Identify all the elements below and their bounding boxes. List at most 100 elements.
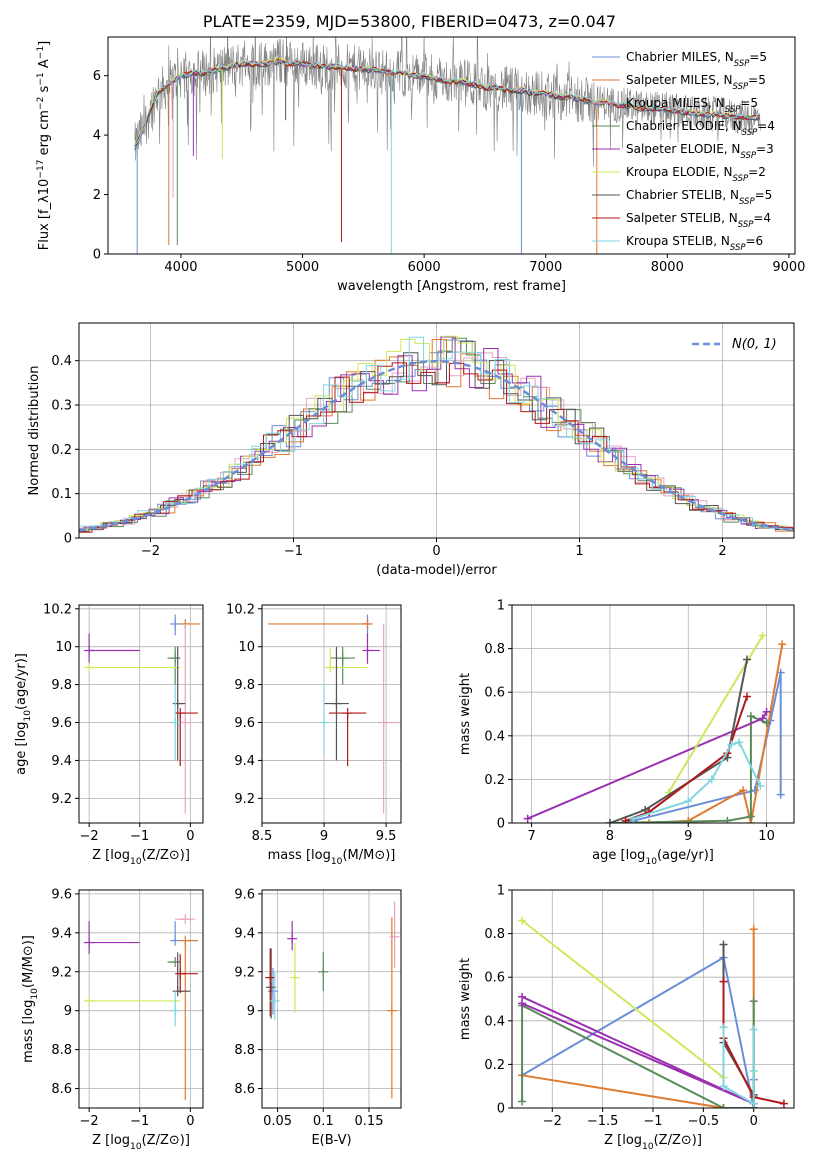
x-tick-label: 0 xyxy=(432,544,440,559)
histogram-kroupa-miles xyxy=(79,352,794,532)
plot-area xyxy=(265,901,400,1099)
x-tick-label: 0.05 xyxy=(263,1114,292,1129)
axes-age-vs-Z: −2 −1 0 9.2 9.4 9.6 9.8 10 10.2 Z [log10(Z/Z⊙)] ag… xyxy=(14,602,204,867)
y-tick-label: 9.2 xyxy=(234,792,255,807)
y-tick-label: 8.8 xyxy=(51,1043,72,1058)
series-line-kroupa-stelib xyxy=(633,741,762,820)
axes-massweight-vs-age: 7 8 9 10 0 0.2 0.4 0.6 0.8 1 age [log10(age/yr)] ma… xyxy=(458,599,795,867)
x-tick-label: 10 xyxy=(758,829,775,844)
x-tick-label: 4000 xyxy=(164,260,197,275)
x-tick-label: −2 xyxy=(80,829,99,844)
x-tick-label: 2 xyxy=(718,544,726,559)
y-tick-label: 9.6 xyxy=(234,887,255,902)
x-tick-label: 0 xyxy=(186,829,194,844)
y-tick-label: 8.6 xyxy=(51,1082,72,1097)
y-tick-label: 9.4 xyxy=(51,754,72,769)
series-line-salpeter-miles xyxy=(521,929,755,1108)
y-tick-label: 0.4 xyxy=(51,354,72,369)
y-tick-label: 2 xyxy=(93,188,101,203)
y-tick-label: 10.2 xyxy=(226,602,255,617)
x-axis-label: Z [log10(Z/Z⊙)] xyxy=(92,848,190,867)
y-tick-label: 9.4 xyxy=(51,926,72,941)
y-tick-label: 9.8 xyxy=(51,678,72,693)
y-tick-label: 0 xyxy=(497,817,505,832)
y-axis-label: Flux [f_λ10−17 erg cm−2 s−1 A−1] xyxy=(36,41,52,250)
x-tick-label: 5000 xyxy=(286,260,319,275)
x-tick-label: −0.5 xyxy=(688,1114,720,1129)
y-tick-label: 10.2 xyxy=(43,602,72,617)
series-line-salpeter-stelib xyxy=(722,981,785,1105)
legend-entry: Salpeter MILES, NSSP=5 xyxy=(626,73,766,92)
y-tick-label: 9.4 xyxy=(234,754,255,769)
y-tick-label: 9 xyxy=(64,1004,72,1019)
x-tick-label: 0.1 xyxy=(313,1114,334,1129)
series-line-chabrier-miles xyxy=(633,672,782,822)
axes-spectrum: 4000 5000 6000 7000 8000 9000 0 2 4 6 wavelength [… xyxy=(36,36,805,294)
y-axis-label: Normed distribution xyxy=(27,366,42,496)
y-tick-label: 0.8 xyxy=(484,927,505,942)
x-axis-label: Z [log10(Z/Z⊙)] xyxy=(604,1133,702,1152)
x-tick-label: 6000 xyxy=(408,260,441,275)
legend-entry: Chabrier ELODIE, NSSP=4 xyxy=(626,119,775,138)
y-tick-label: 9.6 xyxy=(234,716,255,731)
x-tick-label: 0 xyxy=(186,1114,194,1129)
x-axis-label: (data-model)/error xyxy=(376,563,497,578)
legend-entry-gaussian: N(0, 1) xyxy=(732,337,777,352)
axes-frame xyxy=(78,889,204,1109)
x-tick-label: −1.5 xyxy=(587,1114,619,1129)
plot-area xyxy=(79,335,794,533)
x-tick-label: −2 xyxy=(543,1114,562,1129)
y-tick-label: 0 xyxy=(64,532,72,547)
x-tick-label: −1 xyxy=(130,829,149,844)
y-tick-label: 0.6 xyxy=(484,686,505,701)
x-tick-label: 8.5 xyxy=(252,829,273,844)
histogram-kroupa-stelib xyxy=(80,336,794,531)
y-tick-label: 9.2 xyxy=(51,965,72,980)
x-tick-label: −2 xyxy=(141,544,160,559)
x-axis-label: age [log10(age/yr)] xyxy=(592,848,714,867)
y-tick-label: 10 xyxy=(238,640,255,655)
y-tick-label: 8.6 xyxy=(234,1082,255,1097)
x-tick-label: 9.5 xyxy=(376,829,397,844)
histogram-salpeter-elodie xyxy=(83,336,794,530)
x-tick-label: 9 xyxy=(684,829,692,844)
x-axis-label: wavelength [Angstrom, rest frame] xyxy=(337,279,566,294)
x-tick-label: −1 xyxy=(130,1114,149,1129)
y-tick-label: 6 xyxy=(93,69,101,84)
axes-frame xyxy=(261,889,402,1109)
y-tick-label: 0.2 xyxy=(484,773,505,788)
y-tick-label: 10 xyxy=(55,640,72,655)
gaussian-curve xyxy=(79,359,794,532)
y-tick-label: 0.4 xyxy=(484,1014,505,1029)
y-tick-label: 0 xyxy=(93,248,101,263)
x-axis-label: mass [log10(M/M⊙)] xyxy=(268,848,396,867)
y-tick-label: 0.2 xyxy=(51,443,72,458)
y-tick-label: 9.8 xyxy=(234,678,255,693)
model-line-salpeter-stelib xyxy=(134,57,760,146)
x-axis-label: Z [log10(Z/Z⊙)] xyxy=(92,1133,190,1152)
x-tick-label: −2 xyxy=(80,1114,99,1129)
axes-residual-hist: −2 −1 0 1 2 0 0.1 0.2 0.3 0.4 (data-model)/error No… xyxy=(27,322,795,578)
axes-age-vs-mass: 8.5 9 9.5 9.2 9.4 9.6 9.8 10 10.2 mass [log10(M/M… xyxy=(226,602,402,867)
axes-mass-vs-ebv: 0.05 0.1 0.15 8.6 8.8 9 9.2 9.4 9.6 E(B-V) xyxy=(234,887,402,1148)
histogram-chabrier-stelib xyxy=(79,340,794,532)
x-axis-label: E(B-V) xyxy=(311,1133,351,1148)
y-tick-label: 9.4 xyxy=(234,926,255,941)
x-tick-label: 9000 xyxy=(772,260,805,275)
x-tick-label: 0 xyxy=(750,1114,758,1129)
y-axis-label: mass weight xyxy=(458,673,473,755)
x-tick-label: 8 xyxy=(606,829,614,844)
axes-frame xyxy=(261,604,402,824)
plot-area xyxy=(84,914,198,1101)
y-tick-label: 0.8 xyxy=(484,642,505,657)
axes-frame xyxy=(78,604,204,824)
legend-entry: Kroupa ELODIE, NSSP=2 xyxy=(626,165,766,184)
y-tick-label: 9.2 xyxy=(234,965,255,980)
x-tick-label: 0.15 xyxy=(355,1114,384,1129)
legend-entry: Kroupa MILES, NSSP=5 xyxy=(626,96,758,115)
y-tick-label: 0.2 xyxy=(484,1058,505,1073)
axes-mass-vs-Z: −2 −1 0 8.6 8.8 9 9.2 9.4 9.6 Z [log10(Z/Z⊙)] mass… xyxy=(21,887,204,1152)
y-tick-label: 1 xyxy=(497,599,505,614)
y-tick-label: 0.6 xyxy=(484,971,505,986)
legend-entry: Chabrier MILES, NSSP=5 xyxy=(626,50,767,69)
